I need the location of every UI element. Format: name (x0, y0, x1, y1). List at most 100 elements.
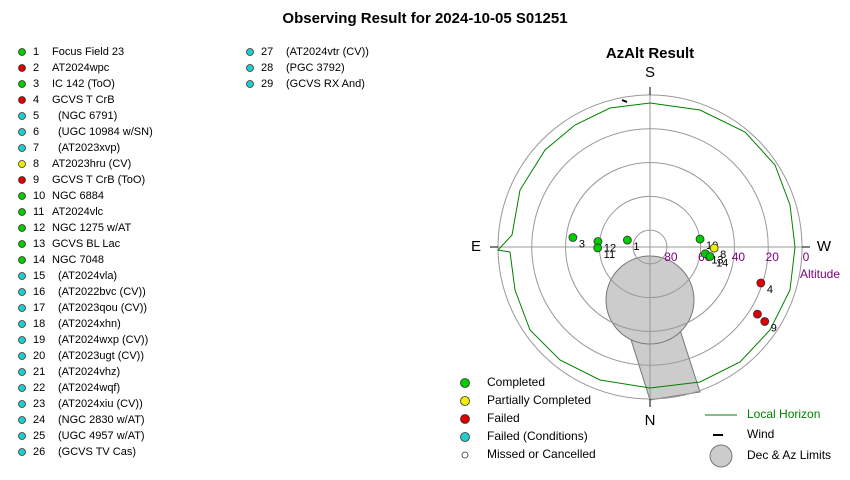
point (705, 252, 715, 261)
status-dot (18, 176, 26, 184)
target-name: NGC 6884 (52, 190, 104, 202)
target-number: 29 (261, 78, 273, 90)
legend-label: Partially Completed (487, 393, 591, 407)
target-name: AT2024wpc (52, 62, 110, 74)
status-dot (246, 80, 254, 88)
target-number: 18 (33, 318, 45, 330)
status-dot (18, 144, 26, 152)
point (568, 233, 578, 242)
target-number: 11 (33, 206, 44, 218)
plot: 131211108131449 (568, 233, 777, 334)
status-dot (18, 288, 26, 296)
r-tick-label: 20 (766, 250, 780, 264)
legend-label: Failed (Conditions) (487, 429, 588, 443)
status-dot (246, 48, 254, 56)
point (695, 234, 705, 244)
legend-wind-label: Wind (747, 427, 774, 441)
target-number: 21 (33, 366, 45, 378)
status-dot (18, 48, 26, 56)
target-number: 6 (33, 126, 39, 138)
target-number: 16 (33, 286, 45, 298)
status-dot (18, 400, 26, 408)
status-dot (18, 416, 26, 424)
status-dot (18, 432, 26, 440)
point-label: 11 (604, 249, 615, 261)
target-number: 10 (33, 190, 45, 202)
legend-limits-mark (709, 444, 733, 468)
chart-title: AzAlt Result (606, 45, 694, 62)
target-name: (NGC 6791) (58, 110, 117, 122)
legend-dot (460, 432, 470, 442)
status-dot (18, 320, 26, 328)
direction-label: S (645, 64, 655, 81)
target-number: 8 (33, 158, 39, 170)
point-label: 9 (771, 322, 777, 334)
legend-dot (460, 396, 470, 406)
direction-label: E (471, 238, 481, 255)
target-name: NGC 1275 w/AT (52, 222, 132, 234)
point (622, 235, 632, 245)
r-axis-label: Altitude (800, 267, 840, 281)
status-dot (18, 304, 26, 312)
target-name: Focus Field 23 (52, 46, 124, 58)
page-title: Observing Result for 2024-10-05 S01251 (282, 10, 567, 27)
status-dot (18, 112, 26, 120)
point (760, 317, 770, 326)
target-number: 2 (33, 62, 39, 74)
status-dot (18, 352, 26, 360)
legend: Completed Partially Completed Failed Failed… (460, 375, 596, 461)
status-dot (18, 448, 26, 456)
target-list: 1 Focus Field 23 2 AT2024wpc 3 IC 142 (ToO) 4 G… (18, 46, 369, 458)
target-name: (AT2024vtr (CV)) (286, 46, 369, 58)
target-number: 4 (33, 94, 39, 106)
target-number: 20 (33, 350, 45, 362)
legend-dot (460, 378, 470, 388)
legend-label: Failed (487, 411, 520, 425)
target-name: (AT2023xvp) (58, 142, 120, 154)
point-label: 1 (633, 241, 639, 253)
point (753, 309, 762, 319)
legend-horizon-label: Local Horizon (747, 407, 820, 421)
point-label: 14 (716, 257, 728, 269)
target-number: 15 (33, 270, 45, 282)
target-number: 25 (33, 430, 45, 442)
target-number: 3 (33, 78, 39, 90)
point (593, 243, 603, 253)
status-dot (18, 128, 26, 136)
target-name: NGC 7048 (52, 254, 104, 266)
legend-dot (461, 451, 469, 459)
target-number: 28 (261, 62, 273, 74)
target-number: 1 (33, 46, 39, 58)
target-name: (UGC 4957 w/AT) (58, 430, 145, 442)
status-dot (246, 64, 254, 72)
target-name: (GCVS RX And) (286, 78, 365, 90)
target-number: 9 (33, 174, 39, 186)
status-dot (18, 208, 26, 216)
target-name: (UGC 10984 w/SN) (58, 126, 153, 138)
point (709, 243, 719, 253)
status-dot (18, 336, 26, 344)
target-name: (AT2024wqf) (58, 382, 120, 394)
status-dot (18, 192, 26, 200)
target-number: 27 (261, 46, 273, 58)
r-tick-label: 40 (732, 250, 746, 264)
target-name: (AT2022bvc (CV)) (58, 286, 146, 298)
legend-dot (460, 414, 470, 424)
point-label: 8 (720, 249, 726, 261)
target-name: AT2023hru (CV) (52, 158, 131, 170)
target-name: GCVS BL Lac (52, 238, 121, 250)
target-name: (NGC 2830 w/AT) (58, 414, 145, 426)
target-name: GCVS T CrB (52, 94, 115, 106)
target-number: 14 (33, 254, 45, 266)
point (756, 278, 766, 288)
legend-label: Missed or Cancelled (487, 447, 596, 461)
target-name: GCVS T CrB (ToO) (52, 174, 145, 186)
target-name: (GCVS TV Cas) (58, 446, 136, 458)
status-dot (18, 272, 26, 280)
target-name: (AT2024xhn) (58, 318, 121, 330)
direction-label: N (645, 412, 656, 429)
status-dot (18, 224, 26, 232)
r-tick-label: 80 (664, 250, 678, 264)
target-number: 12 (33, 222, 45, 234)
target-name: AT2024vlc (52, 206, 104, 218)
